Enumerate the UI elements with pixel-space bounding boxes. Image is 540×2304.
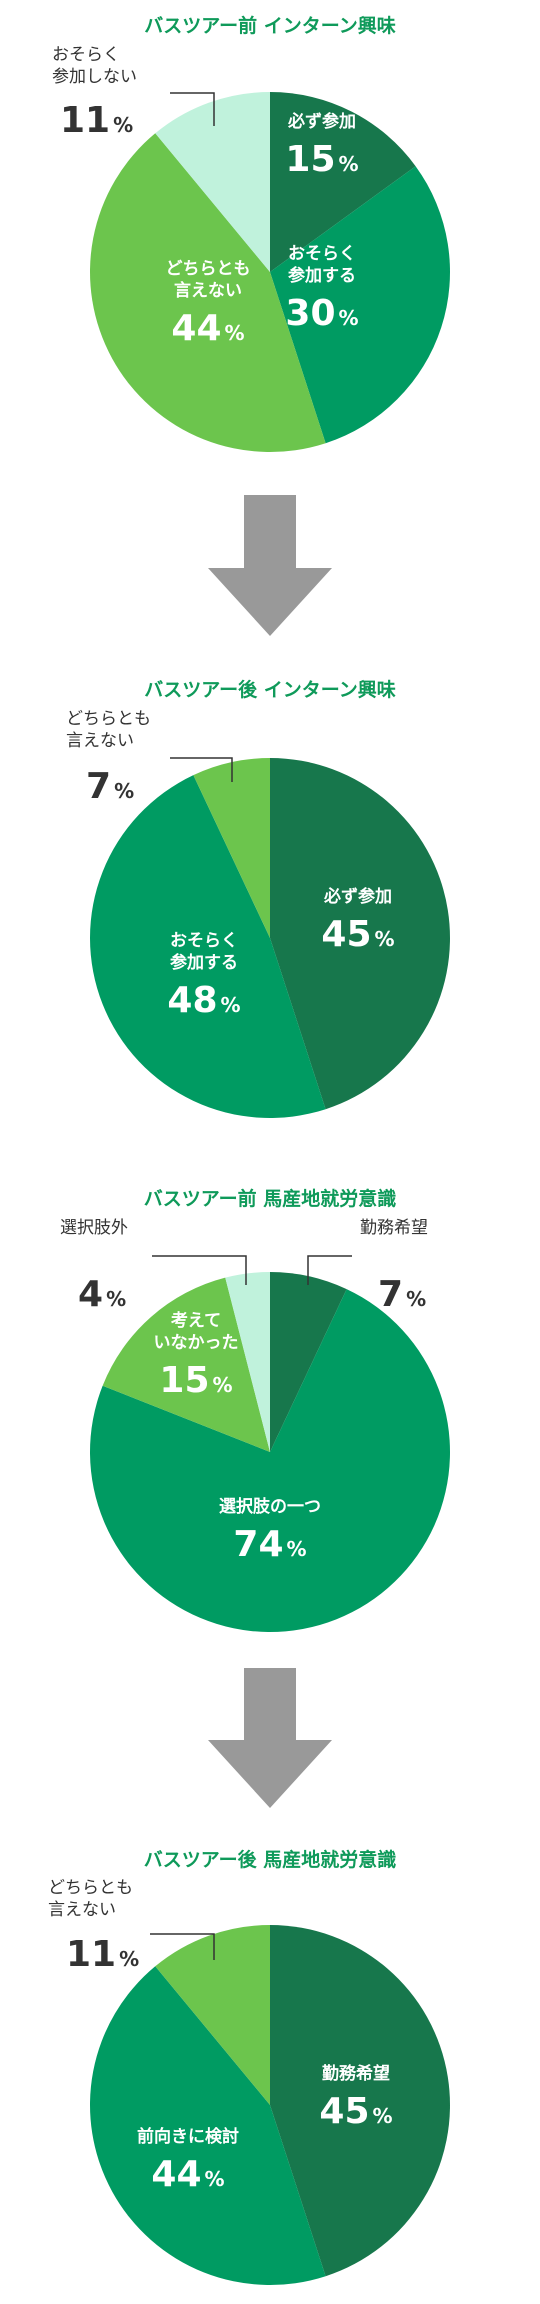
down-arrow-icon (208, 495, 332, 636)
slice-category-label: 前向きに検討 (137, 2126, 239, 2147)
pie-slice (225, 1272, 270, 1452)
slice-label: 前向きに検討 44% (137, 2126, 239, 2195)
pie-slice (270, 1925, 450, 2277)
slice-value-label: 15% (159, 1360, 232, 1401)
slice-category-label: 必ず参加 (287, 111, 356, 132)
pie-slice (102, 1277, 270, 1452)
pie-slice (155, 92, 270, 272)
pie-slice (270, 166, 450, 444)
slice-category-label: 参加する (170, 952, 238, 973)
slice-label: 選択肢の一つ 74% (219, 1496, 321, 1565)
slice-value-label: 15% (285, 139, 358, 180)
pie-slice (270, 1272, 347, 1452)
slice-category-label: どちらとも (166, 259, 251, 279)
slice-value-label: 44% (171, 308, 244, 349)
slice-category-label: 勤務希望 (360, 1218, 428, 1238)
slice-category-label: おそらく (170, 931, 238, 951)
slice-value-label: 48% (167, 980, 240, 1021)
slice-category-label: 必ず参加 (323, 886, 392, 907)
slice-category-label: 選択肢外 (60, 1218, 128, 1238)
slice-category-label: いなかった (154, 1333, 239, 1353)
slice-category-label: おそらく (288, 244, 356, 264)
slice-category-label: 言えない (174, 280, 242, 301)
slice-category-label: 参加する (288, 265, 356, 286)
pie-slice (90, 133, 326, 452)
slice-label: 勤務希望 45% (319, 2063, 392, 2132)
chart-title: バスツアー後 インターン興味 (144, 678, 396, 701)
slice-category-label: 参加しない (52, 67, 137, 87)
slice-label: 必ず参加 45% (321, 886, 394, 955)
slice-value-label: 11% (60, 100, 133, 141)
outside-slice-label: 選択肢外 4% (60, 1218, 247, 1315)
slice-category-label: 選択肢の一つ (219, 1496, 321, 1517)
leader-line (170, 757, 233, 782)
slice-category-label: どちらとも (66, 709, 151, 729)
pie-slice (270, 758, 450, 1110)
slice-category-label: どちらとも (48, 1878, 133, 1898)
slice-value-label: 45% (321, 914, 394, 955)
chart-title: バスツアー前 馬産地就労意識 (144, 1187, 396, 1210)
slice-value-label: 11% (66, 1934, 139, 1975)
slice-category-label: 言えない (48, 1900, 116, 1920)
slice-category-label: 考えて (170, 1310, 221, 1331)
slice-value-label: 7% (378, 1274, 426, 1315)
slice-value-label: 44% (151, 2154, 224, 2195)
leader-line (170, 92, 215, 126)
leader-line (152, 1255, 247, 1285)
slice-category-label: おそらく (52, 45, 120, 65)
slice-category-label: 勤務希望 (322, 2063, 390, 2084)
slice-label: 必ず参加 15% (285, 111, 358, 180)
chart-title: バスツアー後 馬産地就労意識 (144, 1848, 396, 1871)
slice-value-label: 4% (78, 1274, 126, 1315)
pie-slice (193, 758, 270, 938)
slice-value-label: 74% (233, 1524, 306, 1565)
pie-slice (90, 775, 326, 1118)
slice-value-label: 30% (285, 293, 358, 334)
pie-slice (270, 92, 416, 272)
chart-title: バスツアー前 インターン興味 (144, 14, 396, 37)
slice-category-label: 言えない (66, 731, 134, 751)
leader-line (150, 1933, 215, 1960)
leader-line (307, 1255, 352, 1285)
pie-slice (90, 1289, 451, 1632)
pie-slice (155, 1925, 270, 2105)
pie-slice (90, 1966, 326, 2285)
slice-value-label: 7% (86, 766, 134, 807)
slice-value-label: 45% (319, 2091, 392, 2132)
outside-slice-label: 勤務希望 7% (307, 1218, 428, 1315)
down-arrow-icon (208, 1668, 332, 1808)
